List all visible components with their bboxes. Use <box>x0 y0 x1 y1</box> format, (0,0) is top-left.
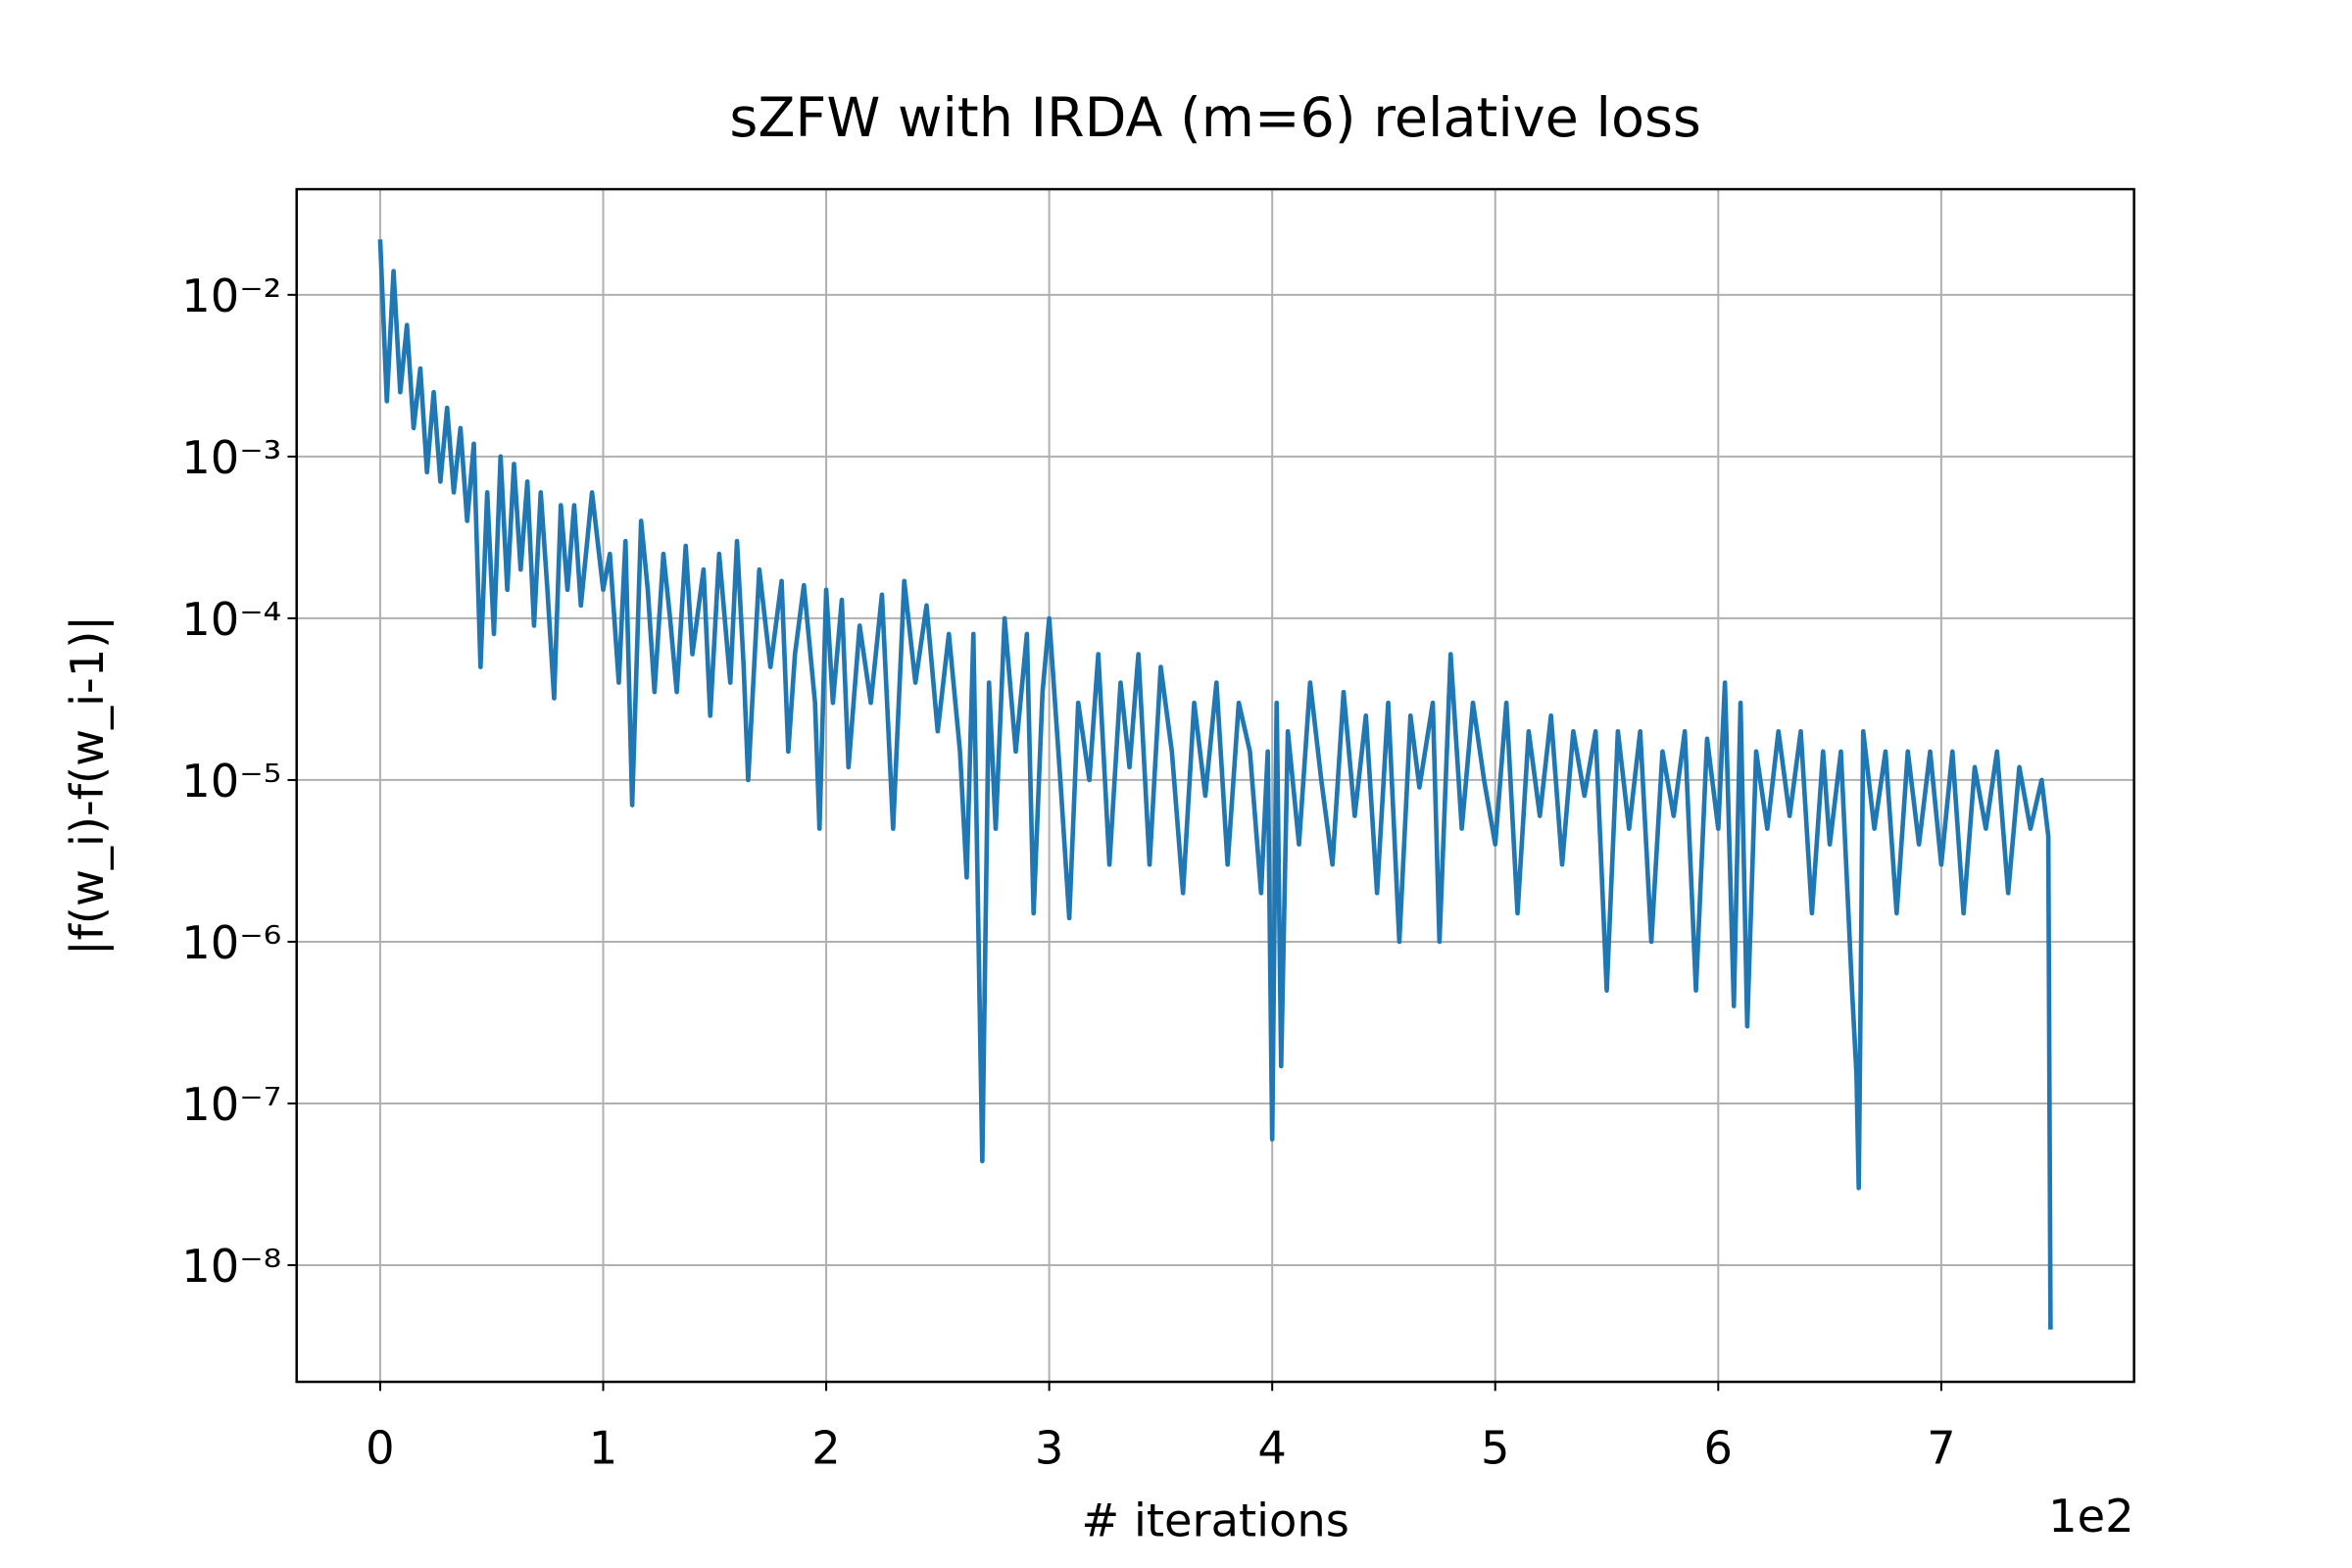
y-tick-label: 10⁻⁸ <box>181 1240 281 1293</box>
x-tick-label: 3 <box>1035 1421 1063 1474</box>
y-tick-label: 10⁻⁷ <box>181 1078 281 1131</box>
chart-title: sZFW with IRDA (m=6) relative loss <box>729 86 1700 150</box>
y-tick-label: 10⁻² <box>181 270 281 322</box>
y-axis-label: |f(w_i)-f(w_i-1)| <box>61 615 115 956</box>
x-tick-label: 5 <box>1481 1421 1509 1474</box>
x-tick-label: 7 <box>1927 1421 1955 1474</box>
x-tick-label: 1 <box>589 1421 617 1474</box>
y-tick-label: 10⁻⁶ <box>181 916 281 969</box>
x-tick-label: 0 <box>366 1421 394 1474</box>
x-offset-label: 1e2 <box>2048 1490 2133 1543</box>
x-tick-label: 4 <box>1257 1421 1286 1474</box>
y-tick-label: 10⁻⁴ <box>181 593 281 646</box>
data-line <box>377 239 2053 1330</box>
plot-area <box>377 239 2053 1330</box>
y-tick-label: 10⁻⁵ <box>181 755 281 808</box>
y-tick-label: 10⁻³ <box>181 431 281 484</box>
x-tick-label: 2 <box>811 1421 840 1474</box>
x-axis-label: # iterations <box>1081 1494 1348 1547</box>
grid <box>296 189 2134 1383</box>
axes-frame <box>295 187 2135 1384</box>
x-tick-label: 6 <box>1704 1421 1733 1474</box>
ticks: 0 1 2 3 4 5 6 7 10⁻⁸ 10⁻⁷ 10⁻⁶ 10⁻⁵ 10⁻⁴ 10⁻³ 10⁻² <box>181 270 1955 1475</box>
